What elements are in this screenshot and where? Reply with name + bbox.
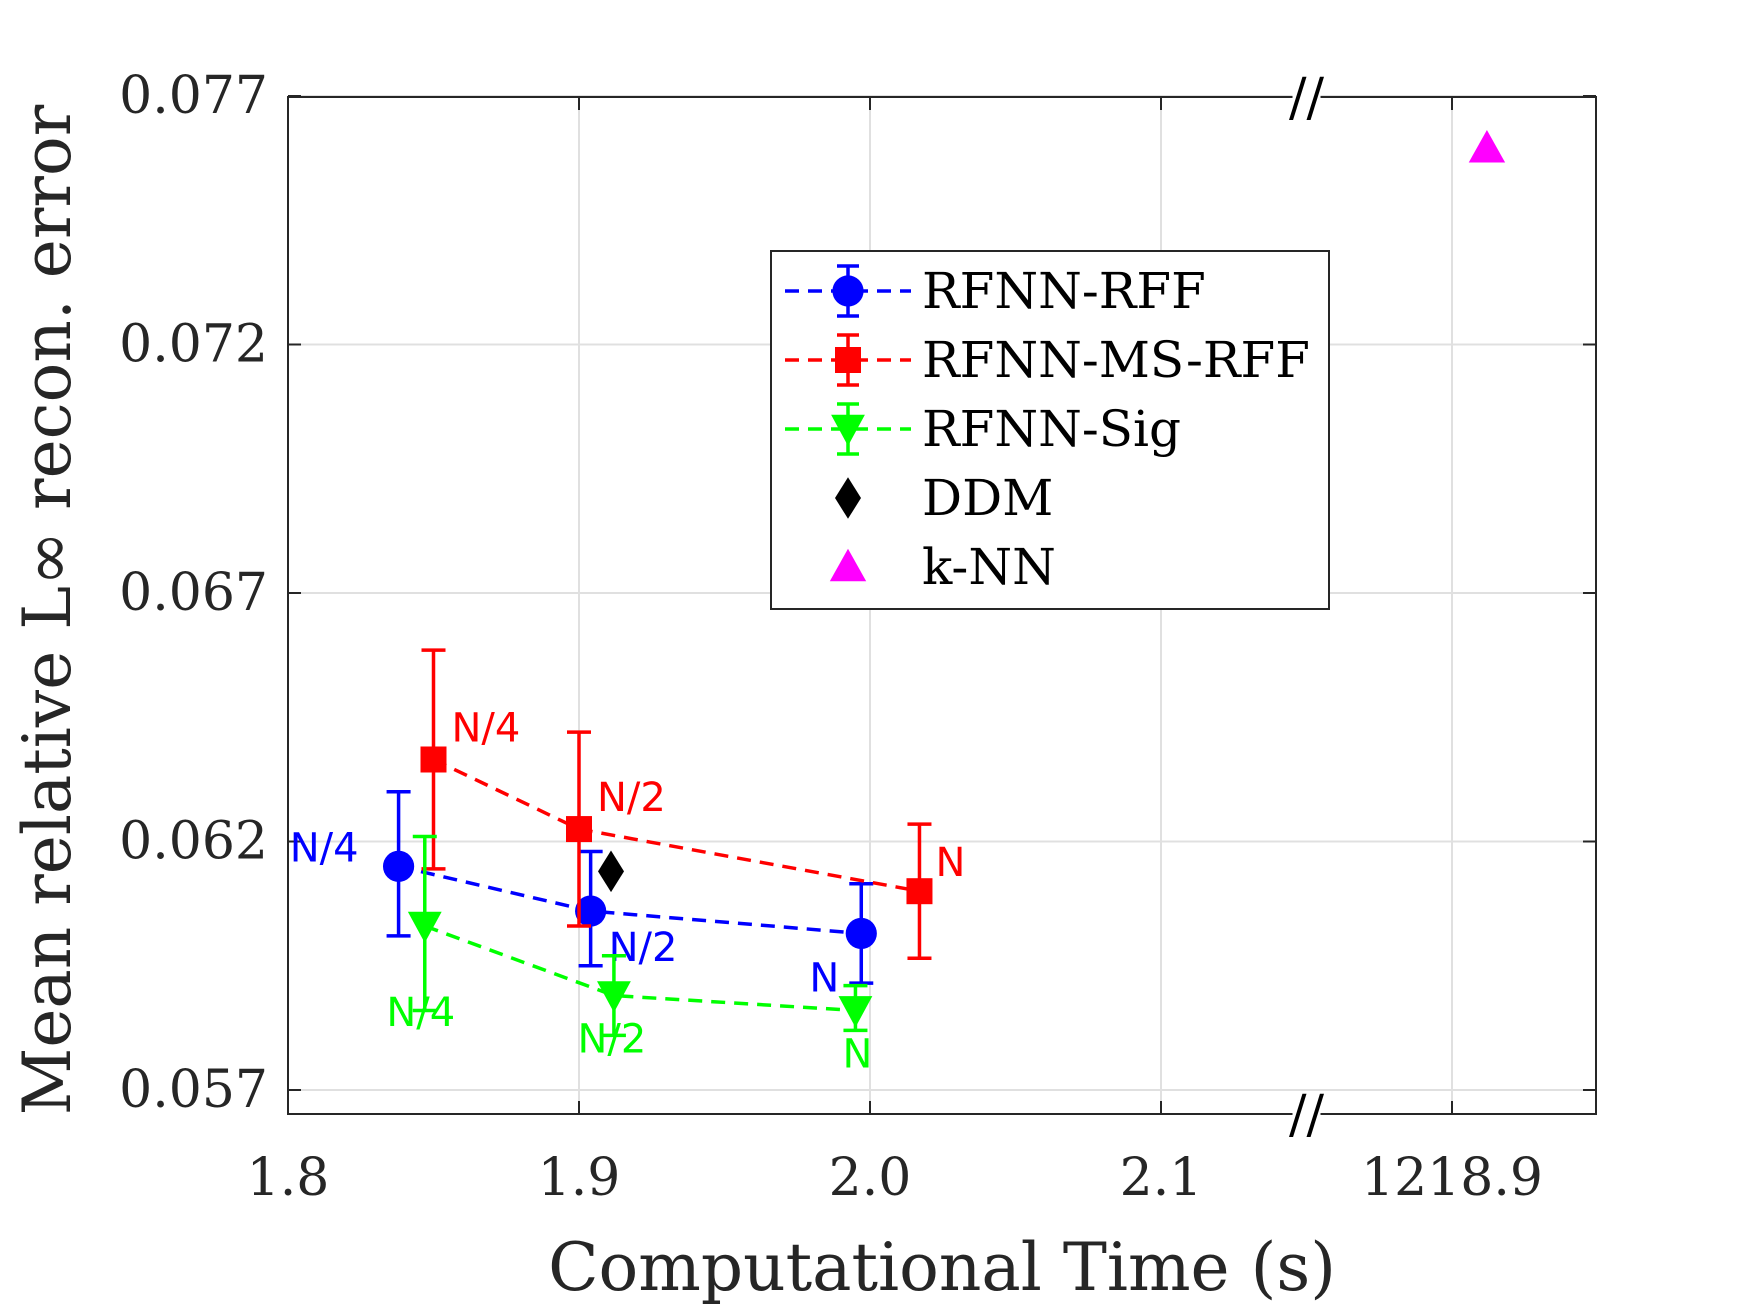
x-axis-title: Computational Time (s) xyxy=(548,1229,1336,1306)
legend-item-rfnn-ms-rff: RFNN-MS-RFF xyxy=(785,331,1310,389)
legend-marker xyxy=(835,477,861,519)
axis-break-mark: // xyxy=(1289,1085,1325,1145)
point-label: N/2 xyxy=(609,925,678,971)
series-rfnn-ms-rff: N/4 N/2 N xyxy=(420,648,965,961)
y-tick-label: 0.062 xyxy=(119,812,268,872)
x-tick-label: 1.9 xyxy=(538,1148,621,1208)
data-point xyxy=(575,895,607,927)
legend-label: DDM xyxy=(922,469,1053,527)
break-gap xyxy=(1292,93,1321,101)
point-label: N/2 xyxy=(597,775,666,821)
legend-item-rfnn-rff: RFNN-RFF xyxy=(785,262,1206,320)
point-label: N xyxy=(809,955,839,1001)
data-point xyxy=(597,981,631,1013)
legend-marker xyxy=(831,414,865,446)
data-point xyxy=(838,996,873,1028)
series-ddm xyxy=(598,850,625,893)
data-point xyxy=(566,816,592,843)
legend-item-rfnn-sig: RFNN-Sig xyxy=(785,400,1181,458)
series-rfnn-sig: N/4 N/2 N xyxy=(386,834,873,1077)
legend-item-ddm: DDM xyxy=(835,469,1053,527)
legend-item-k-nn: k-NN xyxy=(829,538,1056,596)
data-point xyxy=(407,911,442,943)
x-tick-label: 1218.9 xyxy=(1361,1148,1543,1208)
legend-marker xyxy=(829,548,867,582)
legend-label: k-NN xyxy=(922,538,1056,596)
data-point xyxy=(906,878,933,905)
point-label: N/4 xyxy=(386,990,455,1036)
point-label: N/4 xyxy=(452,705,521,751)
data-point xyxy=(598,850,625,893)
x-tick-label: 2.1 xyxy=(1120,1148,1203,1208)
data-point xyxy=(845,917,877,950)
legend-marker xyxy=(832,275,864,307)
x-tick-label: 1.8 xyxy=(247,1148,330,1208)
legend-label: RFNN-RFF xyxy=(922,262,1206,320)
point-label: N xyxy=(935,840,965,886)
legend-marker xyxy=(835,347,861,373)
data-point xyxy=(1468,129,1506,163)
series-k-nn xyxy=(1468,129,1506,163)
axis-break: // // xyxy=(1289,68,1325,1145)
point-label: N/2 xyxy=(577,1017,646,1063)
y-tick-label: 0.067 xyxy=(119,563,268,623)
series: N/4 N/2 N N/4 N/2 N N/4 N/2 N xyxy=(290,129,1506,1077)
plot-area xyxy=(287,96,1597,1115)
axis-break-mark: // xyxy=(1289,68,1325,128)
y-tick-label: 0.072 xyxy=(119,315,268,375)
break-gap xyxy=(1292,1110,1321,1118)
x-tick-label: 2.0 xyxy=(829,1148,912,1208)
legend-label: RFNN-Sig xyxy=(922,400,1181,458)
y-axis-title: Mean relative L∞ recon. error xyxy=(9,104,86,1115)
axis-ticks: 0.057 0.062 0.067 0.072 0.077 1.8 1.9 2.0 2.1 121… xyxy=(119,66,1596,1208)
point-label: N xyxy=(842,1031,872,1077)
data-point xyxy=(420,746,447,773)
legend-label: RFNN-MS-RFF xyxy=(922,331,1310,389)
y-tick-label: 0.077 xyxy=(119,66,268,126)
y-tick-label: 0.057 xyxy=(119,1060,268,1120)
legend: RFNN-RFF RFNN-MS-RFF RFNN-Sig DDM k-NN xyxy=(770,250,1330,610)
data-point xyxy=(382,850,415,882)
point-label: N/4 xyxy=(290,825,359,871)
series-rfnn-rff: N/4 N/2 N xyxy=(290,790,877,1001)
